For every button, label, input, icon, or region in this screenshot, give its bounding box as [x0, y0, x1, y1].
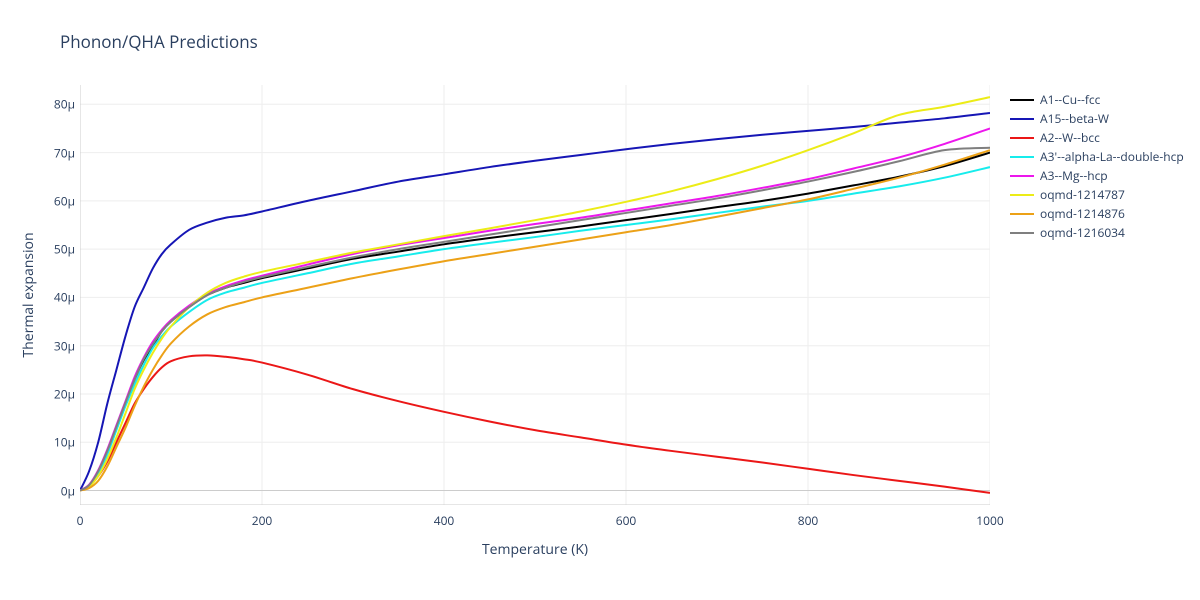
y-tick-label: 60μ	[45, 192, 75, 209]
y-tick-label: 50μ	[45, 241, 75, 258]
y-tick-label: 40μ	[45, 289, 75, 306]
legend-label: oqmd-1216034	[1040, 224, 1125, 241]
legend-label: oqmd-1214876	[1040, 205, 1125, 222]
legend-label: A3'--alpha-La--double-hcp	[1040, 148, 1184, 165]
legend-swatch	[1010, 118, 1034, 120]
x-tick-label: 600	[616, 512, 637, 529]
series-line[interactable]	[80, 148, 990, 491]
legend-item[interactable]: oqmd-1216034	[1010, 223, 1184, 242]
legend-swatch	[1010, 99, 1034, 101]
legend-label: A15--beta-W	[1040, 110, 1109, 127]
legend: A1--Cu--fcc A15--beta-W A2--W--bcc A3'--alp…	[1010, 90, 1184, 242]
legend-swatch	[1010, 213, 1034, 215]
legend-swatch	[1010, 194, 1034, 196]
legend-swatch	[1010, 175, 1034, 177]
y-tick-label: 80μ	[45, 96, 75, 113]
series-line[interactable]	[80, 153, 990, 491]
y-tick-label: 10μ	[45, 434, 75, 451]
legend-item[interactable]: A2--W--bcc	[1010, 128, 1184, 147]
x-tick-label: 200	[252, 512, 273, 529]
legend-item[interactable]: A3--Mg--hcp	[1010, 166, 1184, 185]
y-tick-label: 30μ	[45, 337, 75, 354]
legend-item[interactable]: A15--beta-W	[1010, 109, 1184, 128]
legend-label: A2--W--bcc	[1040, 129, 1100, 146]
x-axis-label: Temperature (K)	[80, 540, 990, 559]
legend-label: A3--Mg--hcp	[1040, 167, 1108, 184]
x-tick-label: 0	[77, 512, 84, 529]
legend-label: A1--Cu--fcc	[1040, 91, 1100, 108]
chart-title: Phonon/QHA Predictions	[60, 30, 258, 53]
x-tick-label: 400	[434, 512, 455, 529]
legend-swatch	[1010, 232, 1034, 234]
series-line[interactable]	[80, 355, 990, 493]
legend-swatch	[1010, 156, 1034, 158]
y-tick-label: 20μ	[45, 385, 75, 402]
x-tick-label: 800	[798, 512, 819, 529]
legend-item[interactable]: A1--Cu--fcc	[1010, 90, 1184, 109]
y-axis-label: Thermal expansion	[0, 285, 238, 305]
legend-item[interactable]: oqmd-1214876	[1010, 204, 1184, 223]
legend-swatch	[1010, 137, 1034, 139]
legend-item[interactable]: A3'--alpha-La--double-hcp	[1010, 147, 1184, 166]
y-tick-label: 0μ	[45, 482, 75, 499]
y-tick-label: 70μ	[45, 144, 75, 161]
legend-label: oqmd-1214787	[1040, 186, 1125, 203]
chart-container: Phonon/QHA Predictions Temperature (K) T…	[0, 0, 1200, 600]
x-tick-label: 1000	[976, 512, 1003, 529]
legend-item[interactable]: oqmd-1214787	[1010, 185, 1184, 204]
